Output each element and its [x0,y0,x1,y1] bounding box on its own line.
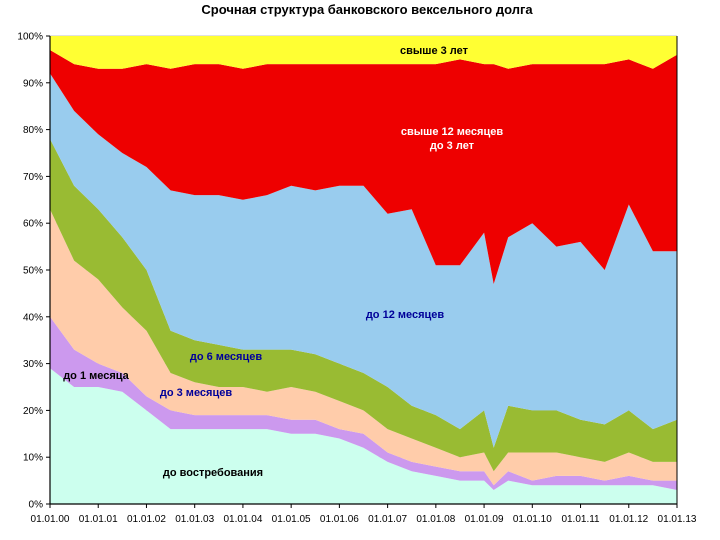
x-tick-label-12: 01.01.12 [609,514,648,525]
area-bands [50,36,677,504]
band-label-3: до 6 месяцев [190,351,262,363]
y-tick-label-6: 60% [23,219,43,230]
x-tick-label-0: 01.01.00 [31,514,70,525]
y-tick-label-0: 0% [29,500,44,511]
y-tick-label-7: 70% [23,172,43,183]
band-label-4: до 12 месяцев [366,309,445,321]
y-tick-label-4: 40% [23,312,43,323]
series-area-3 [50,139,677,472]
x-tick-label-5: 01.01.05 [272,514,311,525]
x-tick-label-9: 01.01.09 [465,514,504,525]
x-tick-label-7: 01.01.07 [368,514,407,525]
chart-title: Срочная структура банковского вексельног… [201,2,533,17]
series-area-6 [50,36,677,69]
y-tick-label-9: 90% [23,78,43,89]
y-tick-labels: 0% 10% 20% 30% 40% 50% 60% 70% 80% 90% 100% [17,32,50,511]
x-tick-label-2: 01.01.02 [127,514,166,525]
band-label-2: до 3 месяцев [160,387,232,399]
y-tick-label-2: 20% [23,406,43,417]
x-tick-label-1: 01.01.01 [79,514,118,525]
x-tick-label-6: 01.01.06 [320,514,359,525]
band-label-0: до востребования [163,467,263,479]
x-tick-label-13: 01.01.13 [658,514,697,525]
band-label-1: до 1 месяца [63,370,129,382]
band-label-5: свыше 12 месяцев до 3 лет [401,126,503,152]
y-tick-label-8: 80% [23,125,43,136]
y-tick-label-5: 50% [23,266,43,277]
x-tick-label-3: 01.01.03 [175,514,214,525]
series-area-4 [50,73,677,448]
x-tick-label-10: 01.01.10 [513,514,552,525]
y-tick-label-3: 30% [23,359,43,370]
band-label-6: свыше 3 лет [400,45,469,57]
series-area-0 [50,368,677,504]
x-tick-label-8: 01.01.08 [416,514,455,525]
band-labels: до востребования до 1 месяца до 3 месяцев д… [63,45,503,479]
x-tick-label-11: 01.01.11 [561,514,600,525]
y-tick-label-10: 100% [17,32,43,43]
x-tick-labels: 01.01.00 01.01.01 01.01.02 01.01.03 01.01.04… [31,504,697,525]
series-area-2 [50,209,677,486]
x-tick-label-4: 01.01.04 [223,514,262,525]
y-tick-label-1: 10% [23,453,43,464]
series-area-5 [50,50,677,284]
